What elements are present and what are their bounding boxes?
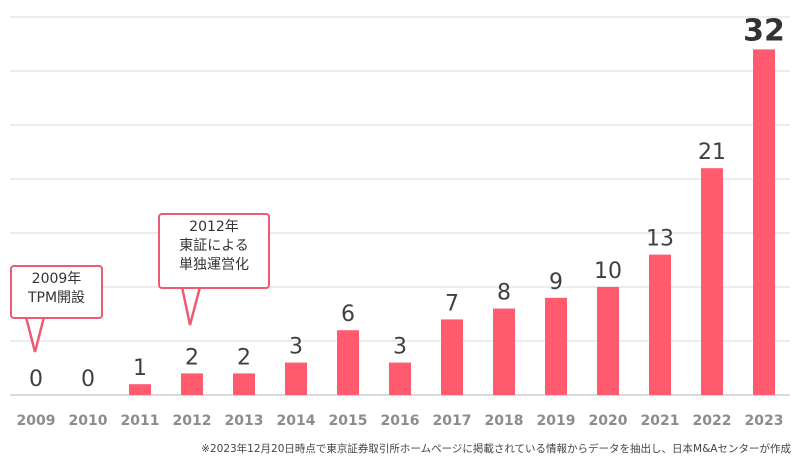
data-label-2023: 32 [743,13,785,48]
annotation-2012-line2: 東証による [179,238,249,254]
annotation-2009: 2009年 TPM開設 [10,265,103,319]
data-label-2011: 1 [133,356,147,381]
bar-2014 [285,362,307,395]
x-tick-2020: 2020 [589,413,628,429]
bar-2011 [129,384,151,395]
annotation-2012-line1: 2012年 [189,219,239,235]
bar-2020 [597,287,619,395]
data-label-2020: 10 [594,259,622,284]
bar-2021 [649,254,671,395]
data-label-2019: 9 [549,270,563,295]
annotation-2012-line3: 単独運営化 [179,257,249,273]
annotation-2009-pointer [24,316,46,353]
bar-2019 [545,297,567,395]
x-tick-2022: 2022 [693,413,732,429]
bar-2013 [233,373,255,395]
annotation-2009-line1: 2009年 [31,271,82,287]
annotation-2012-pointer-fill [182,287,200,325]
x-tick-2015: 2015 [329,413,368,429]
x-tick-2012: 2012 [173,413,212,429]
data-label-2012: 2 [185,345,199,370]
data-label-2021: 13 [646,227,674,252]
bar-2017 [441,319,463,395]
x-tick-2023: 2023 [745,413,784,429]
annotation-2009-pointer-fill [26,317,44,352]
data-label-2014: 3 [289,335,303,360]
bar-2016 [389,362,411,395]
data-label-2010: 0 [81,367,95,392]
bar-2012 [181,373,203,395]
bar-2015 [337,330,359,395]
data-label-2016: 3 [393,335,407,360]
bar-2023 [753,49,775,396]
x-tick-2011: 2011 [121,413,160,429]
x-tick-2013: 2013 [225,413,264,429]
bar-2018 [493,308,515,395]
data-label-2017: 7 [445,291,459,316]
x-tick-2016: 2016 [381,413,420,429]
annotation-2012: 2012年 東証による 単独運営化 [158,213,270,289]
x-tick-2019: 2019 [537,413,576,429]
x-tick-2014: 2014 [277,413,316,429]
data-label-2013: 2 [237,345,251,370]
x-tick-2010: 2010 [69,413,108,429]
x-tick-2018: 2018 [485,413,524,429]
annotation-2012-pointer [180,286,202,326]
data-label-2009: 0 [29,367,43,392]
source-note: ※2023年12月20日時点で東京証券取引所ホームページに掲載されている情報から… [201,443,791,455]
x-tick-2021: 2021 [641,413,680,429]
x-tick-2009: 2009 [17,413,56,429]
bar-2022 [701,168,723,395]
annotation-2009-line2: TPM開設 [27,290,86,306]
x-tick-2017: 2017 [433,413,472,429]
data-label-2022: 21 [698,140,726,165]
data-label-2018: 8 [497,281,511,306]
data-label-2015: 6 [341,302,355,327]
